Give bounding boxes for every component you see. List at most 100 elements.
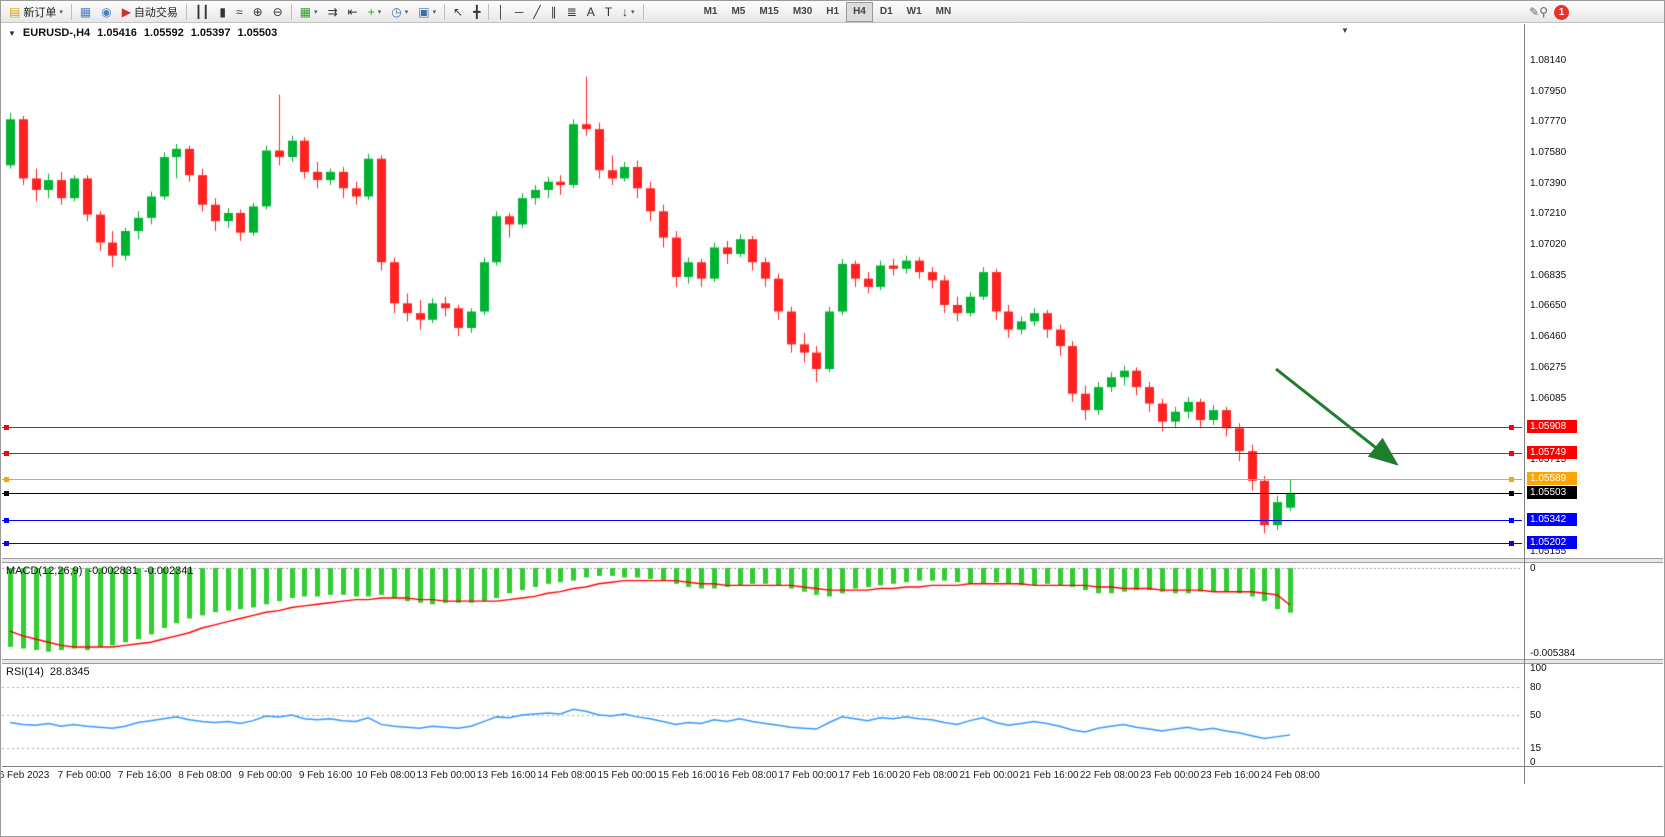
fibonacci-button[interactable]: ≣ <box>562 2 582 22</box>
horizontal-line-1.05749[interactable] <box>2 451 1522 456</box>
price-tag: 1.05749 <box>1527 446 1577 459</box>
panel-splitter[interactable] <box>2 558 1663 563</box>
candlestick-chart-button[interactable]: ▮ <box>214 2 231 22</box>
price-axis-label: 1.07020 <box>1530 239 1567 251</box>
timeframe-m15-button[interactable]: M15 <box>752 2 785 22</box>
crosshair-icon: ╋ <box>473 4 481 19</box>
profiles-button[interactable]: ◉ <box>96 2 116 22</box>
templates-icon: ▣ <box>418 4 430 19</box>
bar-chart-icon: ┃┃ <box>194 4 210 19</box>
cursor-icon: ↖ <box>453 4 464 19</box>
bar-chart-button[interactable]: ┃┃ <box>190 2 214 22</box>
rsi-canvas[interactable] <box>2 664 1522 766</box>
price-axis-label: 1.06275 <box>1530 361 1567 373</box>
panel-splitter[interactable] <box>2 659 1663 664</box>
line-chart-button[interactable]: ≈ <box>231 2 248 22</box>
vertical-line-button[interactable]: │ <box>492 2 510 22</box>
candlestick-chart-icon: ▮ <box>219 4 226 19</box>
dropdown-caret-icon: ▾ <box>631 8 635 16</box>
autotrading-button[interactable]: ▶ 自动交易 <box>117 2 183 22</box>
trendline-button[interactable]: ╱ <box>528 2 545 22</box>
time-axis-label: 23 Feb 00:00 <box>1140 770 1200 781</box>
toolbar-button-label: 自动交易 <box>133 6 178 19</box>
rsi-label: RSI(14) 28.8345 <box>6 666 90 678</box>
indicators-button[interactable]: + ▾ <box>363 2 387 22</box>
horizontal-line-1.05908[interactable] <box>2 425 1522 430</box>
templates-button[interactable]: ▣ ▾ <box>413 2 441 22</box>
toolbar-buttons-group: ▤ 新订单 ▾ ▦ ◉ ▶ 自动交易 ┃┃ ▮ ≈ ⊕ ⊖ ▦ ▾ ⇉ ⇤ + ▾ ◷ ▾ ▣ ▾ ↖ ╋ │ ─ ╱ ∥ ≣ A T ↓ ▾ <box>4 1 647 23</box>
tile-windows-button[interactable]: ▦ ▾ <box>295 2 323 22</box>
edit-icon[interactable]: ✎ <box>1529 5 1540 19</box>
collapse-chart-icon[interactable]: ▼ <box>8 28 16 38</box>
toolbar-button-label: 新订单 <box>23 6 57 19</box>
price-tag: 1.05342 <box>1527 512 1577 526</box>
price-axis-label: 1.06460 <box>1530 331 1567 343</box>
time-axis-label: 23 Feb 16:00 <box>1200 770 1260 781</box>
chart-shift-button[interactable]: ⇤ <box>343 2 363 22</box>
timeframe-mn-button[interactable]: MN <box>929 2 959 22</box>
rsi-value: 28.8345 <box>49 666 90 678</box>
horizontal-line-1.05503[interactable] <box>2 491 1522 496</box>
horizontal-line-1.05342[interactable] <box>2 518 1522 523</box>
price-axis-label: 1.06650 <box>1530 299 1567 311</box>
horizontal-line-1.05202[interactable] <box>2 541 1522 546</box>
time-axis-label: 7 Feb 16:00 <box>117 770 172 781</box>
time-axis-label: 17 Feb 00:00 <box>778 770 838 781</box>
vertical-line-icon: │ <box>497 4 505 19</box>
macd-canvas[interactable] <box>2 563 1522 659</box>
zoom-out-button[interactable]: ⊖ <box>268 2 288 22</box>
price-tag: 1.05202 <box>1527 535 1577 549</box>
horizontal-line-button[interactable]: ─ <box>510 2 529 22</box>
time-axis-label: 10 Feb 08:00 <box>356 770 416 781</box>
timeframe-m1-button[interactable]: M1 <box>697 2 725 22</box>
price-chart-canvas[interactable] <box>2 24 1522 558</box>
zoom-out-icon: ⊖ <box>272 4 283 19</box>
macd-axis-label: 0 <box>1530 563 1536 574</box>
price-axis-label: 1.07390 <box>1530 178 1567 190</box>
timeframe-toolbar: M1 M5 M15 M30 H1 H4 D1 W1 MN <box>697 1 959 22</box>
zoom-in-button[interactable]: ⊕ <box>248 2 268 22</box>
timeframe-m30-button[interactable]: M30 <box>786 2 819 22</box>
price-axis-label: 1.07210 <box>1530 207 1567 219</box>
text-icon: A <box>586 4 595 19</box>
periods-button[interactable]: ◷ ▾ <box>386 2 413 22</box>
channel-button[interactable]: ∥ <box>546 2 562 22</box>
timeframe-h1-button[interactable]: H1 <box>819 2 846 22</box>
timeframe-d1-button[interactable]: D1 <box>873 2 900 22</box>
quote-low: 1.05397 <box>190 27 231 39</box>
tile-windows-icon: ▦ <box>299 4 312 19</box>
chart-shift-icon: ⇤ <box>347 4 358 19</box>
horizontal-line-icon: ─ <box>514 4 524 19</box>
price-axis[interactable]: 1.08140 1.07950 1.07770 1.07580 1.07390 1.072… <box>1524 24 1664 784</box>
toolbar-separator <box>642 3 644 20</box>
trend-arrow-annotation[interactable] <box>2 24 1522 558</box>
new-order-button[interactable]: ▤ 新订单 ▾ <box>4 2 68 22</box>
chart-shift-marker-icon[interactable]: ▼ <box>1341 26 1349 35</box>
macd-value-2: -0.002341 <box>143 565 194 577</box>
timeframe-w1-button[interactable]: W1 <box>900 2 929 22</box>
arrows-button[interactable]: ↓ ▾ <box>617 2 640 22</box>
text-button[interactable]: A <box>582 2 600 22</box>
timeframe-m5-button[interactable]: M5 <box>724 2 752 22</box>
rsi-axis-label: 100 <box>1530 663 1547 674</box>
charts-button[interactable]: ▦ <box>75 2 96 22</box>
text-label-button[interactable]: T <box>600 2 617 22</box>
time-axis-label: 20 Feb 08:00 <box>899 770 958 781</box>
crosshair-button[interactable]: ╋ <box>468 2 485 22</box>
charts-icon: ▦ <box>79 4 92 19</box>
time-axis[interactable]: 6 Feb 2023 7 Feb 00:00 7 Feb 16:00 8 Feb 08… <box>0 766 1663 784</box>
rsi-axis-label: 15 <box>1530 742 1542 754</box>
notification-badge[interactable]: 1 <box>1554 4 1569 20</box>
time-axis-label: 9 Feb 16:00 <box>298 770 353 781</box>
timeframe-h4-button[interactable]: H4 <box>846 1 873 22</box>
horizontal-line-1.05589[interactable] <box>2 477 1522 482</box>
search-icon[interactable]: ⚲ <box>1539 5 1548 19</box>
auto-scroll-icon: ⇉ <box>327 4 338 19</box>
time-axis-label: 6 Feb 2023 <box>0 770 50 781</box>
rsi-axis-label: 80 <box>1530 681 1542 693</box>
cursor-button[interactable]: ↖ <box>448 2 468 22</box>
new-order-icon: ▤ <box>9 4 21 19</box>
auto-scroll-button[interactable]: ⇉ <box>323 2 343 22</box>
time-axis-label: 8 Feb 08:00 <box>178 770 232 781</box>
